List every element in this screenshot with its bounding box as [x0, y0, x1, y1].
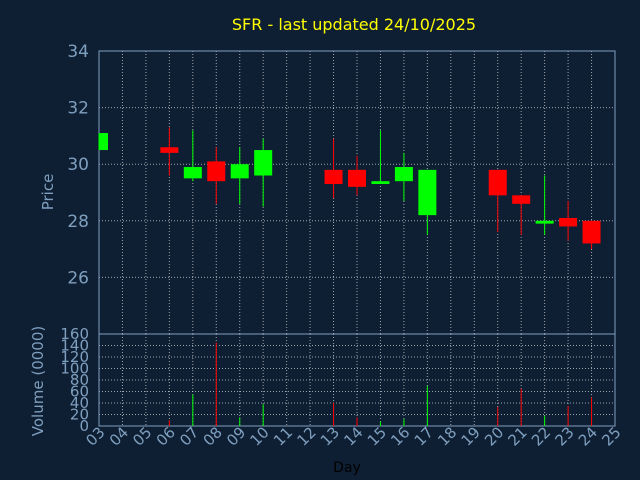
day-tick-label: 17: [411, 423, 437, 449]
day-tick-label: 21: [505, 423, 531, 449]
day-tick-label: 16: [387, 423, 413, 449]
volume-tick-label: 160: [60, 325, 89, 343]
day-tick-label: 10: [247, 423, 273, 449]
day-tick-label: 19: [458, 423, 484, 449]
day-tick-label: 06: [153, 423, 179, 449]
candle-body: [254, 150, 273, 176]
price-tick-label: 32: [67, 99, 89, 119]
candle: [418, 169, 437, 235]
volume-series: [168, 342, 593, 426]
volume-gridlines: [99, 334, 615, 426]
price-axis-label: Price: [39, 174, 57, 211]
candle-body: [99, 133, 108, 151]
candle: [582, 220, 601, 250]
volume-tick-label: 0: [79, 417, 89, 435]
volume-tick-label: 140: [60, 337, 89, 355]
candle-body: [160, 147, 179, 153]
day-tick-label: 04: [106, 423, 132, 449]
candle: [512, 195, 531, 235]
day-tick-label: 13: [317, 423, 343, 449]
day-tick-label: 22: [528, 423, 554, 449]
candle: [183, 130, 202, 182]
candle: [230, 147, 249, 204]
candle: [348, 155, 366, 196]
day-axis-ticks: 0304050607080910111213141516171819202122…: [82, 423, 624, 449]
day-tick-label: 18: [434, 423, 460, 449]
candle-body: [371, 181, 390, 185]
candle-body: [324, 169, 343, 185]
candle: [394, 152, 413, 201]
candle: [535, 175, 554, 235]
candle-body: [512, 195, 531, 204]
volume-tick-label: 80: [70, 371, 89, 389]
day-tick-label: 09: [223, 423, 249, 449]
candle: [488, 169, 507, 233]
price-tick-label: 26: [67, 268, 89, 288]
day-tick-label: 14: [340, 423, 366, 449]
candle-body: [207, 161, 226, 182]
candle: [207, 147, 226, 204]
candle-body: [582, 220, 601, 244]
day-tick-label: 07: [176, 423, 202, 449]
day-tick-label: 05: [129, 423, 155, 449]
candle: [559, 200, 578, 241]
day-tick-label: 25: [598, 423, 624, 449]
x-axis-label: Day: [333, 460, 361, 476]
candle-body: [394, 167, 413, 182]
candle: [160, 127, 179, 176]
candle-body: [535, 220, 554, 224]
candlestick-series: [98, 127, 601, 250]
volume-tick-label: 40: [70, 394, 89, 412]
price-axis-ticks: 26 28 30 32 34: [67, 42, 89, 288]
day-tick-label: 12: [293, 423, 319, 449]
volume-tick-label: 20: [70, 406, 89, 424]
price-tick-label: 28: [67, 212, 89, 232]
candle-body: [559, 217, 578, 227]
day-tick-label: 11: [270, 423, 296, 449]
candle: [324, 138, 343, 199]
candle: [98, 133, 108, 151]
day-tick-label: 20: [481, 423, 507, 449]
price-tick-label: 30: [67, 155, 89, 175]
candle: [371, 130, 390, 185]
candle-body: [230, 164, 249, 179]
volume-tick-label: 120: [60, 348, 89, 366]
day-tick-label: 24: [575, 423, 601, 449]
candle-body: [418, 169, 437, 216]
price-tick-label: 34: [67, 42, 89, 62]
volume-tick-label: 60: [70, 383, 89, 401]
chart-title: SFR - last updated 24/10/2025: [232, 15, 476, 34]
candle-body: [183, 167, 202, 179]
volume-tick-label: 100: [60, 360, 89, 378]
day-tick-label: 23: [551, 423, 577, 449]
candle: [254, 138, 273, 207]
candle-body: [348, 169, 366, 187]
candle-body: [488, 169, 507, 196]
day-tick-label: 15: [364, 423, 390, 449]
day-tick-label: 08: [200, 423, 226, 449]
volume-axis-label: Volume (0000): [29, 326, 47, 436]
